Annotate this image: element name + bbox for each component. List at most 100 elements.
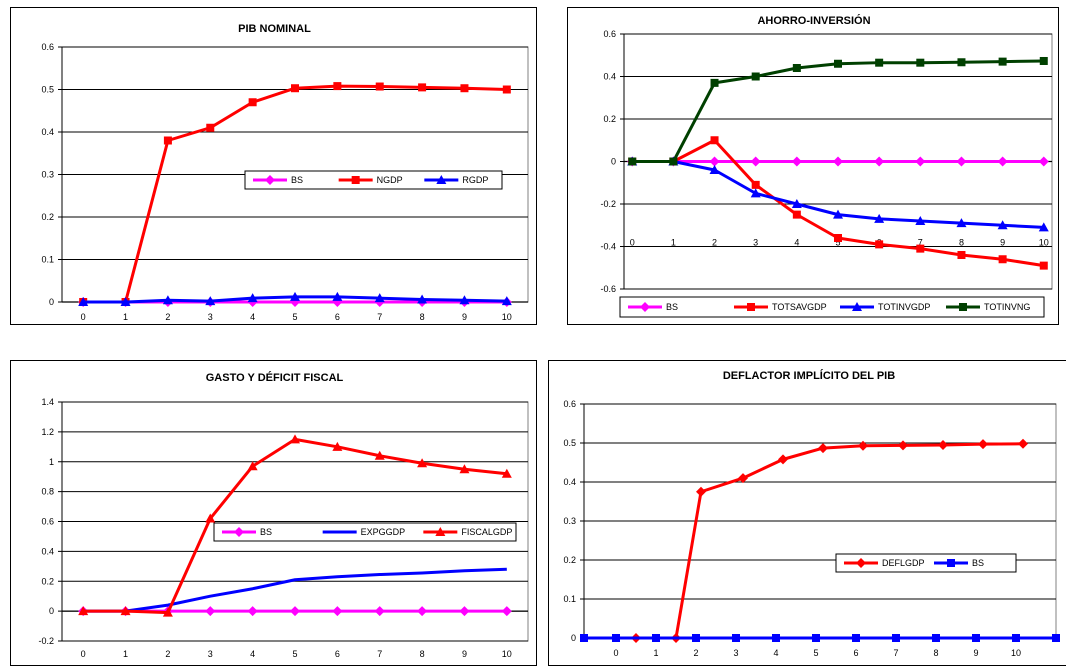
data-point-totinvng: [628, 157, 637, 166]
y-tick-label: 0.6: [41, 42, 54, 52]
x-tick-label: 2: [165, 312, 170, 322]
data-point-totinvgdp: [833, 209, 843, 219]
data-point-totinvgdp: [709, 165, 720, 174]
x-tick-label: 4: [250, 649, 255, 659]
data-point-rgdp: [290, 291, 300, 301]
data-point-bs: [501, 606, 512, 617]
data-point-rgdp: [459, 295, 470, 305]
data-point-ngdp: [291, 84, 299, 93]
data-point-deflgdp: [696, 486, 706, 497]
data-point-totinvng: [1039, 56, 1048, 65]
data-point-totinvgdp: [750, 188, 761, 198]
series-line-deflgdp: [636, 442, 1024, 640]
legend-label-deflgdp: DEFLGDP: [882, 558, 925, 568]
data-point-deflgdp: [738, 473, 748, 484]
data-point-bs: [892, 634, 900, 642]
x-tick-label: 4: [794, 238, 799, 248]
y-tick-label: 0.4: [41, 546, 54, 556]
legend-marker-bs: [265, 175, 275, 185]
x-tick-label: 9: [1000, 238, 1005, 248]
data-point-bs: [791, 156, 802, 167]
y-tick-label: 0.1: [41, 255, 54, 265]
chart-panel-ahorro-inversion: AHORRO-INVERSIÓN -0.6 -0.4 -0.2 0 0.2 0.4 0.6 0 1…: [567, 7, 1059, 325]
legend-marker-totinvgdp: [852, 302, 862, 311]
y-tick-label: 0.6: [603, 29, 616, 39]
y-tick-label: 0.2: [41, 576, 54, 586]
legend-marker-totsavgdp: [747, 303, 755, 311]
x-tick-label: 2: [712, 238, 717, 248]
data-point-ngdp: [206, 123, 215, 132]
chart-panel-gasto-deficit: GASTO Y DÉFICIT FISCAL -0.2 0 0.2 0.4 0.6 0.8 1…: [10, 360, 537, 666]
x-tick-label: 9: [462, 649, 467, 659]
data-point-totsavgdp: [875, 240, 884, 249]
data-point-deflgdp: [818, 443, 828, 454]
data-point-ngdp: [502, 85, 511, 94]
legend-label-bs: BS: [666, 302, 678, 312]
x-tick-label: 5: [292, 649, 297, 659]
legend: [835, 553, 1017, 573]
series-line-expggdp: [83, 567, 507, 613]
data-point-totinvng: [957, 58, 966, 67]
legend-marker-bs: [947, 559, 955, 567]
y-tick-label: 0.2: [603, 114, 616, 124]
x-tick-label: 10: [1011, 648, 1021, 658]
data-point-fiscalgdp: [374, 450, 385, 460]
chart-deflactor: DEFLACTOR IMPLÍCITO DEL PIB 0 0.1 0.2 0.3 0.4…: [563, 369, 1060, 658]
data-point-bs: [652, 634, 660, 642]
data-point-bs: [374, 606, 385, 617]
x-tick-label: 1: [671, 238, 676, 248]
y-tick-label: -0.2: [600, 199, 616, 209]
data-point-bs: [205, 606, 216, 617]
y-tick-label: 0: [571, 633, 576, 643]
y-tick-label: 0.4: [563, 477, 576, 487]
x-tick-label: 0: [81, 649, 86, 659]
legend-label-totinvgdp: TOTINVGDP: [878, 302, 930, 312]
legend-label-totinvng: TOTINVNG: [984, 302, 1030, 312]
data-point-rgdp: [501, 296, 512, 306]
data-point-totinvgdp: [915, 216, 926, 225]
data-point-totinvgdp: [956, 218, 967, 228]
legend-marker-ngdp: [351, 176, 360, 184]
data-point-totinvng: [916, 58, 925, 67]
data-point-totsavgdp: [998, 255, 1007, 264]
series-line-ngdp: [83, 84, 507, 304]
x-tick-label: 6: [853, 648, 858, 658]
y-tick-label: 0.3: [41, 170, 54, 180]
data-point-fiscalgdp: [459, 464, 470, 474]
data-point-bs: [459, 606, 470, 617]
data-point-totinvgdp: [874, 213, 885, 223]
chart-title: AHORRO-INVERSIÓN: [757, 14, 870, 27]
chart-title: DEFLACTOR IMPLÍCITO DEL PIB: [723, 369, 895, 382]
x-tick-label: 0: [630, 238, 635, 248]
data-point-totinvgdp: [997, 220, 1008, 230]
data-point-bs: [874, 156, 885, 167]
data-point-deflgdp: [938, 439, 948, 450]
x-tick-label: 1: [123, 649, 128, 659]
x-tick-label: 7: [377, 312, 382, 322]
chart-panel-deflactor: DEFLACTOR IMPLÍCITO DEL PIB 0 0.1 0.2 0.3 0.4…: [548, 360, 1066, 666]
data-point-fiscalgdp: [417, 458, 428, 468]
x-tick-label: 6: [335, 312, 340, 322]
x-tick-label: 0: [613, 648, 618, 658]
x-tick-label: 5: [813, 648, 818, 658]
y-tick-label: 0.4: [603, 72, 616, 82]
legend-marker-fiscalgdp: [435, 527, 446, 536]
y-tick-label: 0.6: [41, 517, 54, 527]
legend-marker-deflgdp: [856, 558, 866, 568]
x-tick-label: 9: [462, 312, 467, 322]
y-tick-label: -0.2: [38, 636, 54, 646]
x-tick-label: 5: [835, 238, 840, 248]
data-point-totsavgdp: [916, 244, 925, 253]
x-tick-label: 3: [733, 648, 738, 658]
data-point-bs: [290, 606, 300, 617]
data-point-totsavgdp: [792, 210, 801, 219]
legend-marker-bs: [640, 302, 650, 312]
data-point-rgdp: [78, 297, 89, 306]
y-tick-label: -0.6: [600, 284, 616, 294]
data-point-totinvng: [751, 72, 760, 81]
data-point-bs: [972, 634, 980, 642]
data-point-bs: [1012, 634, 1020, 642]
data-point-totinvng: [875, 58, 884, 67]
y-tick-label: 0.2: [41, 212, 54, 222]
x-tick-label: 2: [165, 649, 170, 659]
